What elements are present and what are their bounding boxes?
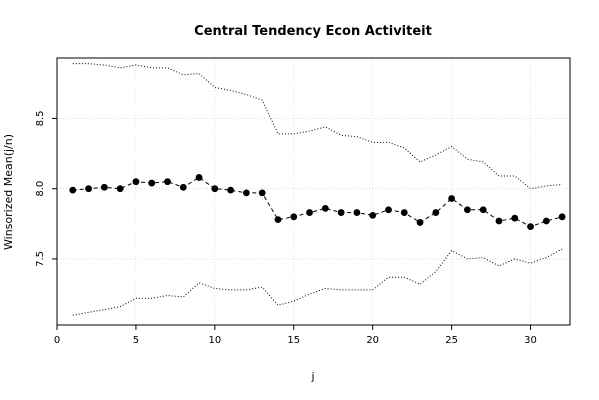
data-point <box>542 217 550 225</box>
x-tick-label: 0 <box>54 335 60 346</box>
data-point <box>100 183 108 191</box>
data-point <box>464 206 471 214</box>
data-point <box>479 206 487 214</box>
series-1 <box>72 63 563 190</box>
y-tick-label: 8.0 <box>35 181 46 197</box>
axes: 0 5 10 15 20 25 30 7.5 8.0 8.5 <box>35 110 537 346</box>
data-point <box>400 209 408 216</box>
data-point <box>195 174 203 181</box>
data-point <box>116 185 124 193</box>
x-tick-label: 15 <box>287 335 300 346</box>
data-point <box>227 186 235 194</box>
data-point <box>432 209 440 216</box>
data-point <box>353 209 361 216</box>
series-line <box>72 63 563 190</box>
data-point <box>211 185 219 193</box>
data-point <box>179 183 187 191</box>
series-line <box>72 248 563 316</box>
series-0 <box>69 174 566 231</box>
y-tick-label: 8.5 <box>35 110 46 126</box>
data-point <box>511 214 519 222</box>
data-point <box>527 223 534 231</box>
data-point <box>274 216 282 224</box>
data-point <box>243 189 250 197</box>
data-point <box>558 213 566 221</box>
x-tick-label: 5 <box>133 335 139 346</box>
data-point <box>448 195 456 202</box>
data-point <box>321 204 329 212</box>
series-2 <box>72 248 563 316</box>
y-tick-label: 7.5 <box>35 251 46 267</box>
y-axis-label: Winsorized Mean(j/n) <box>2 134 15 250</box>
data-point <box>495 217 503 225</box>
x-axis-label: j <box>310 370 314 383</box>
data-point <box>148 179 156 187</box>
data-point <box>164 178 171 186</box>
data-point <box>416 219 424 226</box>
data-point <box>306 209 313 216</box>
x-tick-label: 30 <box>524 335 537 346</box>
data-point <box>337 209 345 216</box>
chart-title: Central Tendency Econ Activiteit <box>194 24 432 39</box>
data-point <box>85 185 92 193</box>
x-tick-label: 10 <box>208 335 221 346</box>
data-point <box>290 213 298 221</box>
x-tick-label: 20 <box>366 335 379 346</box>
series <box>69 63 566 316</box>
data-point <box>69 186 77 194</box>
data-point <box>132 178 140 186</box>
data-point <box>385 206 392 214</box>
plot-frame <box>56 57 571 326</box>
data-point <box>369 211 377 219</box>
x-tick-label: 25 <box>445 335 458 346</box>
data-point <box>258 189 266 197</box>
